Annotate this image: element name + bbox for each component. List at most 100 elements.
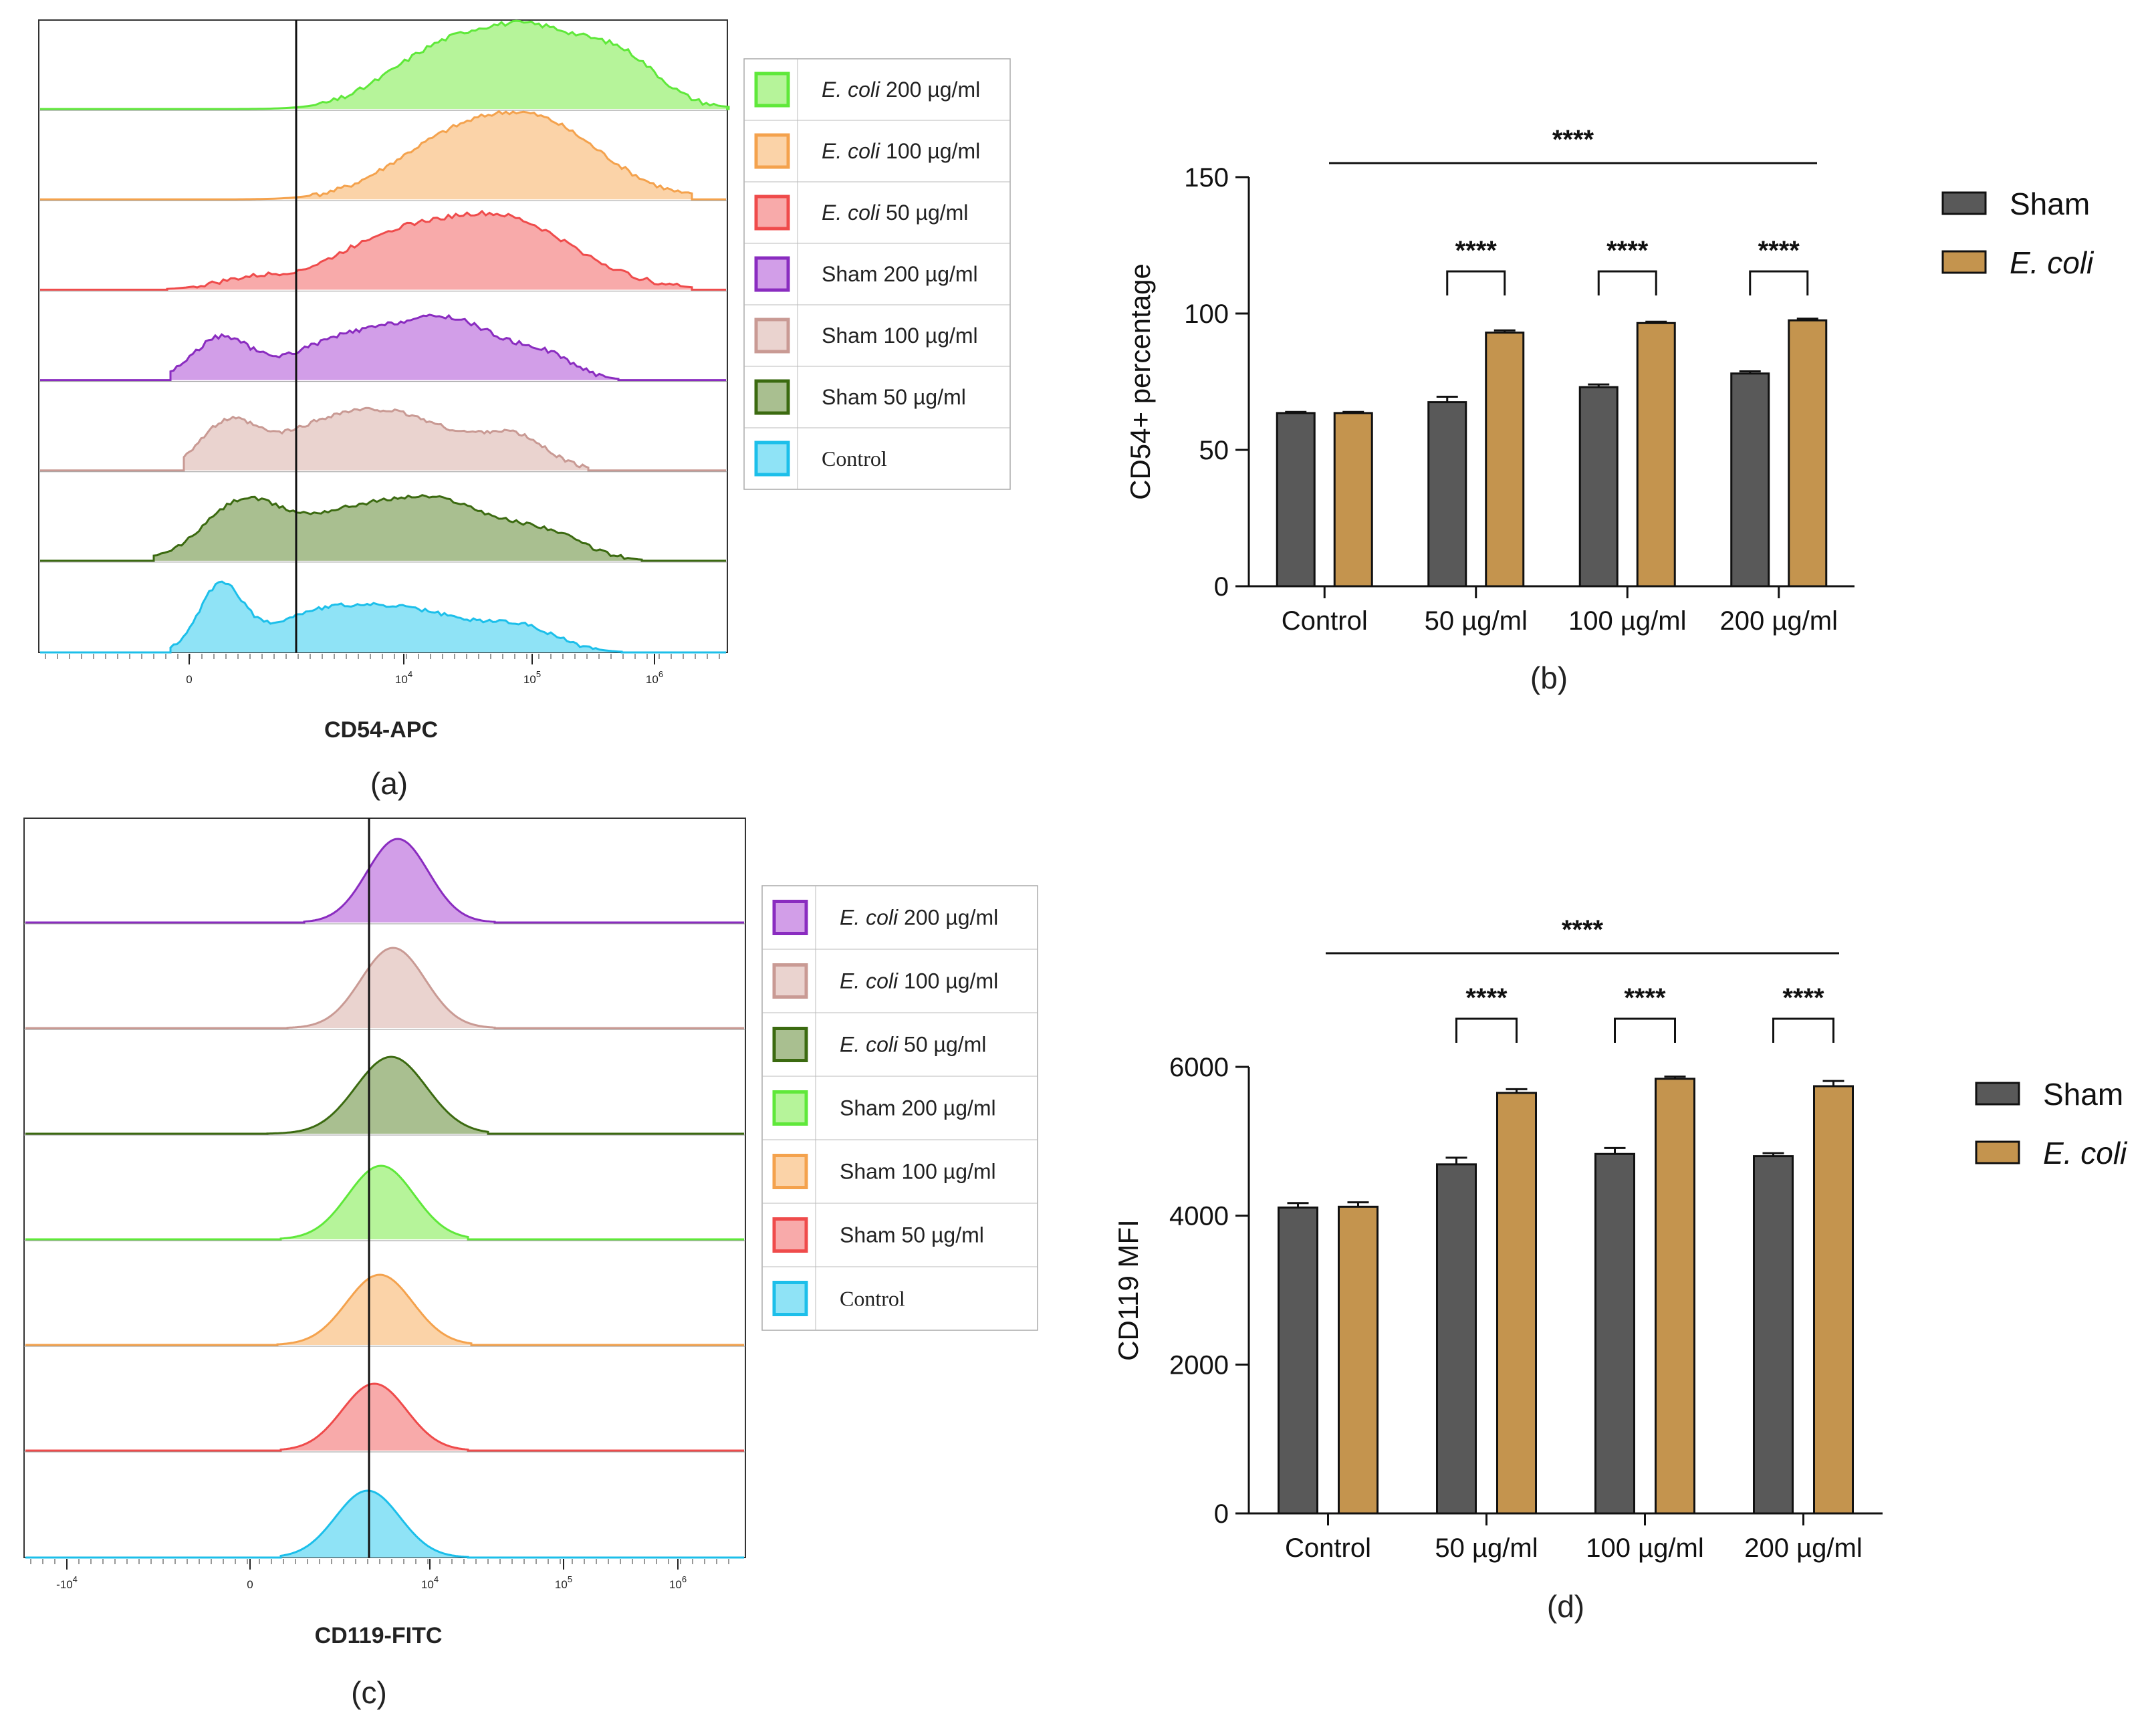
legend-swatch — [772, 900, 808, 935]
legend-label: Sham 50 µg/ml — [840, 1223, 984, 1247]
legend-swatch — [1941, 191, 1987, 215]
histogram-curve — [25, 1489, 744, 1559]
bar — [1485, 332, 1525, 588]
y-axis-title: CD119 MFI — [1112, 1219, 1144, 1361]
significance-stars: **** — [1758, 236, 1800, 265]
bar — [1813, 1085, 1854, 1515]
x-tick-label: 100 µg/ml — [1586, 1533, 1703, 1563]
histogram-curve — [25, 838, 744, 924]
y-tick-label: 6000 — [1169, 1053, 1229, 1082]
legend-label: Control — [840, 1287, 905, 1311]
legend-swatch — [1975, 1082, 2020, 1106]
histogram-curve — [40, 314, 726, 382]
significance-stars: **** — [1455, 236, 1498, 265]
x-tick-label: 105 — [523, 669, 541, 686]
bar — [1276, 412, 1316, 588]
legend-label: Control — [822, 447, 887, 471]
histogram-fill — [40, 408, 726, 471]
panel-a-histograms: 0 104 105 106 CD54-APC (a) E. coli 200 µg/ml E.… — [38, 19, 1011, 801]
legend-label: E. coli 200 µg/ml — [840, 906, 998, 930]
histogram-curve — [40, 19, 730, 110]
x-tick-label: 105 — [555, 1574, 572, 1591]
x-tick-label: 0 — [247, 1578, 253, 1591]
histogram-fill — [25, 1384, 744, 1451]
y-tick-label: 0 — [1214, 1499, 1229, 1529]
legend-label: E. coli 200 µg/ml — [822, 78, 980, 102]
x-tick-label: 50 µg/ml — [1425, 606, 1528, 636]
panel-caption: (c) — [351, 1675, 387, 1710]
legend-swatch — [754, 195, 790, 231]
histogram-fill — [40, 495, 726, 561]
legend-label: Sham 100 µg/ml — [840, 1160, 996, 1184]
bar — [1753, 1155, 1794, 1515]
x-tick-label: 50 µg/ml — [1435, 1533, 1538, 1563]
histogram-fill — [40, 21, 729, 110]
x-axis-title: CD54-APC — [324, 717, 438, 743]
histogram-fill — [25, 1057, 744, 1134]
panel-b-bar-chart: 0 50 100 150 CD54+ percentage Control 50 µg/ml… — [1124, 125, 2095, 695]
legend-swatch — [1975, 1140, 2020, 1164]
legend-label: Sham 50 µg/ml — [822, 385, 966, 409]
panel-caption: (b) — [1530, 660, 1568, 695]
histogram-curve — [25, 1164, 744, 1241]
legend-swatch — [772, 963, 808, 999]
overall-significance-stars: **** — [1562, 915, 1604, 945]
histogram-curve — [40, 406, 726, 472]
legend-swatch — [772, 1154, 808, 1189]
x-tick-label: 200 µg/ml — [1720, 606, 1838, 636]
legend-swatch — [754, 441, 790, 477]
bar — [1338, 1205, 1379, 1515]
x-tick-label: 106 — [646, 669, 663, 686]
x-tick-label: 200 µg/ml — [1744, 1533, 1862, 1563]
histogram-fill — [25, 1166, 744, 1239]
y-tick-label: 0 — [1214, 572, 1229, 602]
histogram-curve — [40, 110, 726, 201]
histogram-curve — [40, 580, 726, 654]
legend-label: E. coli 50 µg/ml — [840, 1033, 986, 1057]
legend-label: E. coli — [2043, 1136, 2128, 1170]
histogram-fill — [40, 314, 726, 380]
x-tick-label: 0 — [186, 673, 192, 686]
histogram-fill — [40, 111, 726, 200]
legend-label: E. coli 50 µg/ml — [822, 201, 968, 225]
legend-swatch — [772, 1027, 808, 1062]
x-tick-label: Control — [1282, 606, 1368, 636]
panel-caption: (d) — [1547, 1589, 1584, 1624]
x-tick-label: 106 — [669, 1574, 687, 1591]
legend-swatch — [1941, 250, 1987, 274]
legend-label: Sham 100 µg/ml — [822, 324, 978, 348]
legend-swatch — [754, 318, 790, 354]
significance-bracket — [1614, 1017, 1676, 1043]
bar — [1578, 386, 1619, 588]
histogram-curve — [40, 494, 726, 562]
x-tick-label: 104 — [421, 1574, 439, 1591]
y-axis-title: CD54+ percentage — [1124, 263, 1156, 500]
bar — [1788, 319, 1828, 588]
histogram-fill — [25, 1491, 744, 1558]
bar — [1655, 1078, 1695, 1515]
histogram-curve — [25, 1056, 744, 1135]
histogram-curve — [25, 1273, 744, 1346]
histogram-fill — [25, 948, 744, 1028]
bar — [1278, 1206, 1318, 1515]
histogram-fill — [40, 582, 726, 652]
legend-swatch — [772, 1217, 808, 1253]
legend-label: E. coli 100 µg/ml — [840, 969, 998, 993]
significance-bracket — [1772, 1017, 1834, 1043]
x-tick-label: -104 — [56, 1574, 78, 1591]
bar — [1730, 372, 1770, 588]
significance-bracket — [1749, 270, 1809, 295]
panel-c-histograms: -104 0 104 105 106 CD119-FITC (c) E. coli 200 µ… — [23, 818, 1038, 1710]
histogram-fill — [25, 1275, 744, 1345]
x-tick-label: 100 µg/ml — [1568, 606, 1686, 636]
y-tick-label: 50 — [1199, 436, 1229, 465]
histogram-curve — [40, 209, 726, 291]
legend-label: Sham 200 µg/ml — [822, 262, 978, 286]
legend-swatch — [772, 1281, 808, 1316]
legend-swatch — [754, 72, 790, 108]
legend-label: Sham — [2043, 1077, 2123, 1112]
y-tick-label: 4000 — [1169, 1202, 1229, 1231]
significance-stars: **** — [1624, 983, 1666, 1013]
histogram-fill — [40, 211, 726, 290]
legend-label: Sham 200 µg/ml — [840, 1096, 996, 1120]
